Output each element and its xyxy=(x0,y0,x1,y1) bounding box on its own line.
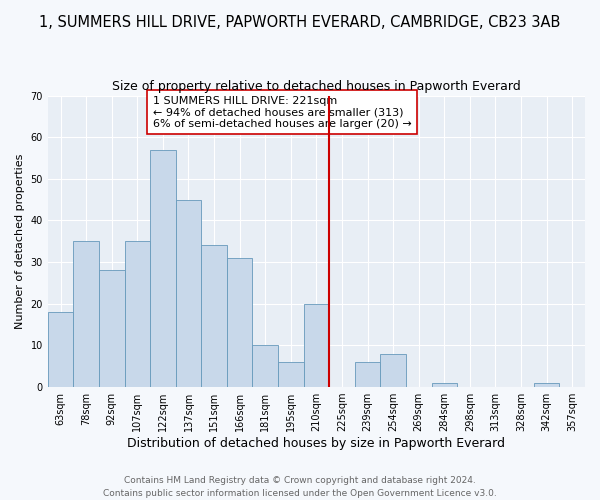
Bar xyxy=(534,383,559,387)
Bar xyxy=(201,246,227,387)
Bar xyxy=(355,362,380,387)
Text: 1, SUMMERS HILL DRIVE, PAPWORTH EVERARD, CAMBRIDGE, CB23 3AB: 1, SUMMERS HILL DRIVE, PAPWORTH EVERARD,… xyxy=(40,15,560,30)
Bar xyxy=(227,258,253,387)
Bar xyxy=(73,242,99,387)
Bar xyxy=(304,304,329,387)
Title: Size of property relative to detached houses in Papworth Everard: Size of property relative to detached ho… xyxy=(112,80,521,93)
Bar xyxy=(48,312,73,387)
Y-axis label: Number of detached properties: Number of detached properties xyxy=(15,154,25,329)
Bar xyxy=(125,242,150,387)
Bar xyxy=(150,150,176,387)
Text: Contains HM Land Registry data © Crown copyright and database right 2024.
Contai: Contains HM Land Registry data © Crown c… xyxy=(103,476,497,498)
Bar xyxy=(431,383,457,387)
Bar xyxy=(99,270,125,387)
Bar xyxy=(253,346,278,387)
Bar xyxy=(176,200,201,387)
Text: 1 SUMMERS HILL DRIVE: 221sqm
← 94% of detached houses are smaller (313)
6% of se: 1 SUMMERS HILL DRIVE: 221sqm ← 94% of de… xyxy=(152,96,412,129)
Bar xyxy=(278,362,304,387)
X-axis label: Distribution of detached houses by size in Papworth Everard: Distribution of detached houses by size … xyxy=(127,437,505,450)
Bar xyxy=(380,354,406,387)
